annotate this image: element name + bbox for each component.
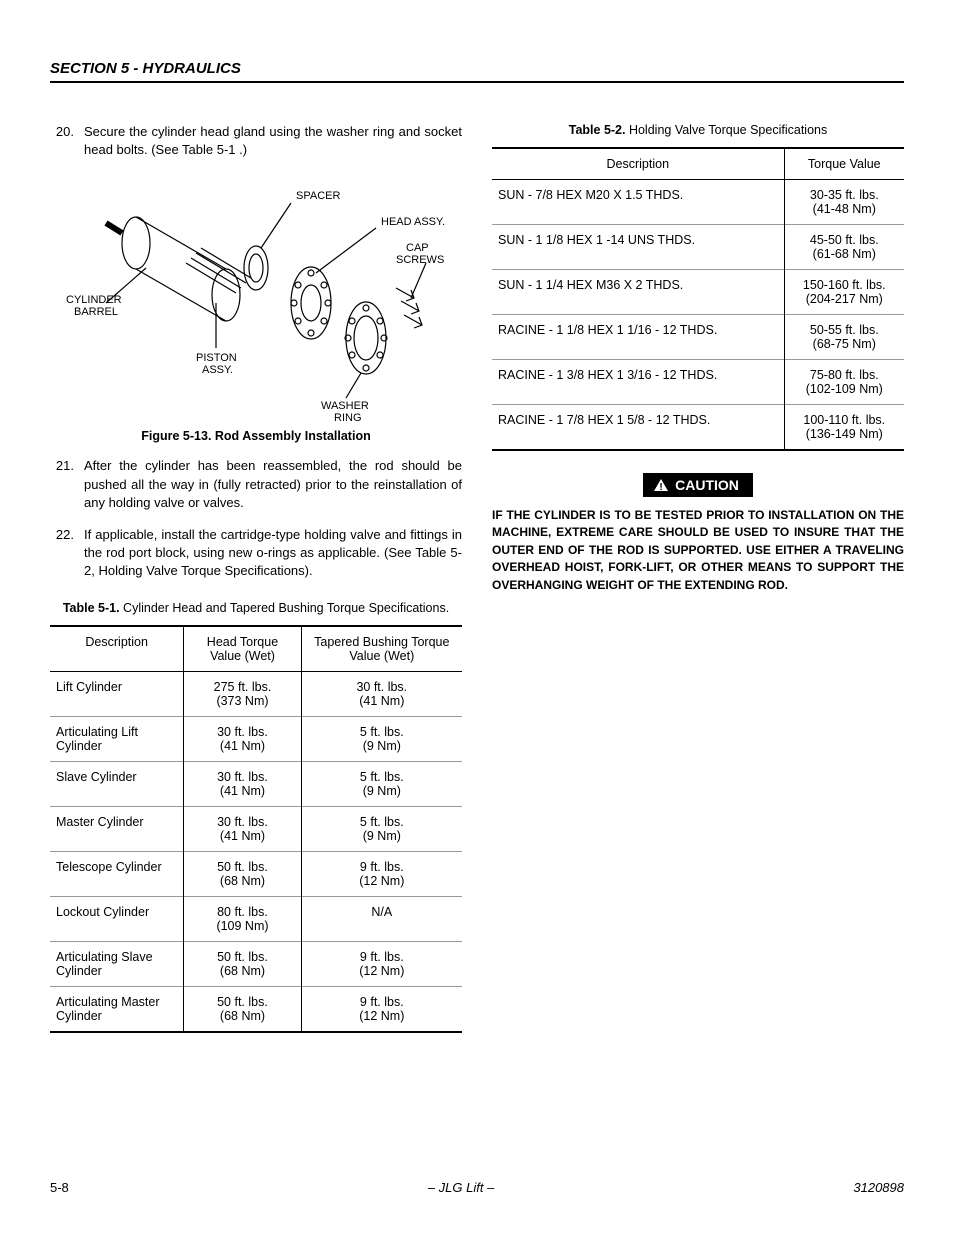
table1-caption: Table 5-1. Cylinder Head and Tapered Bus… [50, 601, 462, 615]
step-text: After the cylinder has been reassembled,… [84, 457, 462, 512]
label-spacer: SPACER [296, 190, 340, 202]
th: Head Torque Value (Wet) [184, 626, 301, 672]
table-cell: 30 ft. lbs.(41 Nm) [184, 716, 301, 761]
label-screws: SCREWS [396, 254, 444, 266]
table-cell: 9 ft. lbs.(12 Nm) [301, 941, 462, 986]
table-cell: Articulating Lift Cylinder [50, 716, 184, 761]
table-5-1: Description Head Torque Value (Wet) Tape… [50, 625, 462, 1033]
label-ring: RING [334, 412, 362, 423]
step-20: 20. Secure the cylinder head gland using… [50, 123, 462, 159]
step-text: Secure the cylinder head gland using the… [84, 123, 462, 159]
th: Description [50, 626, 184, 672]
table-row: Telescope Cylinder50 ft. lbs.(68 Nm)9 ft… [50, 851, 462, 896]
table-cell: 9 ft. lbs.(12 Nm) [301, 986, 462, 1032]
table-cell: SUN - 1 1/8 HEX 1 -14 UNS THDS. [492, 225, 784, 270]
table-cell: 50 ft. lbs.(68 Nm) [184, 986, 301, 1032]
table-cell: 80 ft. lbs.(109 Nm) [184, 896, 301, 941]
table-row: Lift Cylinder275 ft. lbs.(373 Nm)30 ft. … [50, 671, 462, 716]
table2-caption: Table 5-2. Holding Valve Torque Specific… [492, 123, 904, 137]
section-header: SECTION 5 - HYDRAULICS [50, 60, 904, 83]
table-cell: 5 ft. lbs.(9 Nm) [301, 806, 462, 851]
step-number: 20. [50, 123, 84, 159]
table-cell: RACINE - 1 3/8 HEX 1 3/16 - 12 THDS. [492, 360, 784, 405]
table-row: Articulating Lift Cylinder30 ft. lbs.(41… [50, 716, 462, 761]
table-row: RACINE - 1 1/8 HEX 1 1/16 - 12 THDS.50-5… [492, 315, 904, 360]
table-row: Articulating Slave Cylinder50 ft. lbs.(6… [50, 941, 462, 986]
table-cell: 30 ft. lbs.(41 Nm) [184, 761, 301, 806]
caution-text: IF THE CYLINDER IS TO BE TESTED PRIOR TO… [492, 507, 904, 594]
table-cell: 30 ft. lbs.(41 Nm) [301, 671, 462, 716]
label-cyl: CYLINDER [66, 294, 122, 306]
left-column: 20. Secure the cylinder head gland using… [50, 123, 462, 1033]
doc-number: 3120898 [853, 1180, 904, 1195]
th: Tapered Bushing Torque Value (Wet) [301, 626, 462, 672]
table-row: SUN - 1 1/8 HEX 1 -14 UNS THDS.45-50 ft.… [492, 225, 904, 270]
table-row: SUN - 1 1/4 HEX M36 X 2 THDS.150-160 ft.… [492, 270, 904, 315]
table-cell: Articulating Slave Cylinder [50, 941, 184, 986]
svg-text:!: ! [659, 482, 662, 492]
table2-header-row: Description Torque Value [492, 148, 904, 180]
table-cell: Lift Cylinder [50, 671, 184, 716]
table-cell: 30-35 ft. lbs.(41-48 Nm) [784, 180, 904, 225]
table-row: RACINE - 1 3/8 HEX 1 3/16 - 12 THDS.75-8… [492, 360, 904, 405]
page-number: 5-8 [50, 1180, 69, 1195]
table-cell: 50-55 ft. lbs.(68-75 Nm) [784, 315, 904, 360]
th: Description [492, 148, 784, 180]
table-cell: Telescope Cylinder [50, 851, 184, 896]
table1-header-row: Description Head Torque Value (Wet) Tape… [50, 626, 462, 672]
warning-icon: ! [653, 478, 669, 492]
table-cell: 9 ft. lbs.(12 Nm) [301, 851, 462, 896]
table-cell: 75-80 ft. lbs.(102-109 Nm) [784, 360, 904, 405]
label-head-assy: HEAD ASSY. [381, 216, 445, 228]
label-assy: ASSY. [202, 364, 233, 376]
label-washer: WASHER [321, 400, 369, 412]
table-cell: 5 ft. lbs.(9 Nm) [301, 716, 462, 761]
table-cell: RACINE - 1 1/8 HEX 1 1/16 - 12 THDS. [492, 315, 784, 360]
table-cell: 30 ft. lbs.(41 Nm) [184, 806, 301, 851]
table-row: SUN - 7/8 HEX M20 X 1.5 THDS.30-35 ft. l… [492, 180, 904, 225]
two-column-layout: 20. Secure the cylinder head gland using… [50, 123, 904, 1033]
table-cell: Master Cylinder [50, 806, 184, 851]
table-cell: 275 ft. lbs.(373 Nm) [184, 671, 301, 716]
step-21: 21. After the cylinder has been reassemb… [50, 457, 462, 512]
footer-center: – JLG Lift – [428, 1180, 494, 1195]
step-text: If applicable, install the cartridge-typ… [84, 526, 462, 581]
table-row: RACINE - 1 7/8 HEX 1 5/8 - 12 THDS.100-1… [492, 405, 904, 451]
label-barrel: BARREL [74, 306, 118, 318]
table-cell: N/A [301, 896, 462, 941]
table-5-2: Description Torque Value SUN - 7/8 HEX M… [492, 147, 904, 451]
table-row: Master Cylinder30 ft. lbs.(41 Nm)5 ft. l… [50, 806, 462, 851]
label-piston: PISTON [196, 352, 237, 364]
table-cell: 45-50 ft. lbs.(61-68 Nm) [784, 225, 904, 270]
table-cell: Lockout Cylinder [50, 896, 184, 941]
table-cell: RACINE - 1 7/8 HEX 1 5/8 - 12 THDS. [492, 405, 784, 451]
table-cell: 100-110 ft. lbs.(136-149 Nm) [784, 405, 904, 451]
step-22: 22. If applicable, install the cartridge… [50, 526, 462, 581]
table-row: Articulating Master Cylinder50 ft. lbs.(… [50, 986, 462, 1032]
table-cell: 5 ft. lbs.(9 Nm) [301, 761, 462, 806]
table-cell: 150-160 ft. lbs.(204-217 Nm) [784, 270, 904, 315]
table-cell: Articulating Master Cylinder [50, 986, 184, 1032]
caution-badge: ! CAUTION [643, 473, 753, 497]
table-cell: SUN - 7/8 HEX M20 X 1.5 THDS. [492, 180, 784, 225]
right-column: Table 5-2. Holding Valve Torque Specific… [492, 123, 904, 1033]
step-number: 21. [50, 457, 84, 512]
table-cell: 50 ft. lbs.(68 Nm) [184, 851, 301, 896]
label-cap: CAP [406, 242, 429, 254]
table-cell: SUN - 1 1/4 HEX M36 X 2 THDS. [492, 270, 784, 315]
step-number: 22. [50, 526, 84, 581]
table-cell: 50 ft. lbs.(68 Nm) [184, 941, 301, 986]
page-footer: 5-8 – JLG Lift – 3120898 [50, 1180, 904, 1195]
caution-wrap: ! CAUTION [492, 451, 904, 507]
th: Torque Value [784, 148, 904, 180]
rod-assembly-diagram: SPACER HEAD ASSY. CAP SCREWS CYLINDER BA… [66, 173, 446, 423]
table-row: Slave Cylinder30 ft. lbs.(41 Nm)5 ft. lb… [50, 761, 462, 806]
figure-caption: Figure 5-13. Rod Assembly Installation [50, 429, 462, 443]
table-row: Lockout Cylinder80 ft. lbs.(109 Nm)N/A [50, 896, 462, 941]
table-cell: Slave Cylinder [50, 761, 184, 806]
figure-5-13: SPACER HEAD ASSY. CAP SCREWS CYLINDER BA… [50, 173, 462, 443]
